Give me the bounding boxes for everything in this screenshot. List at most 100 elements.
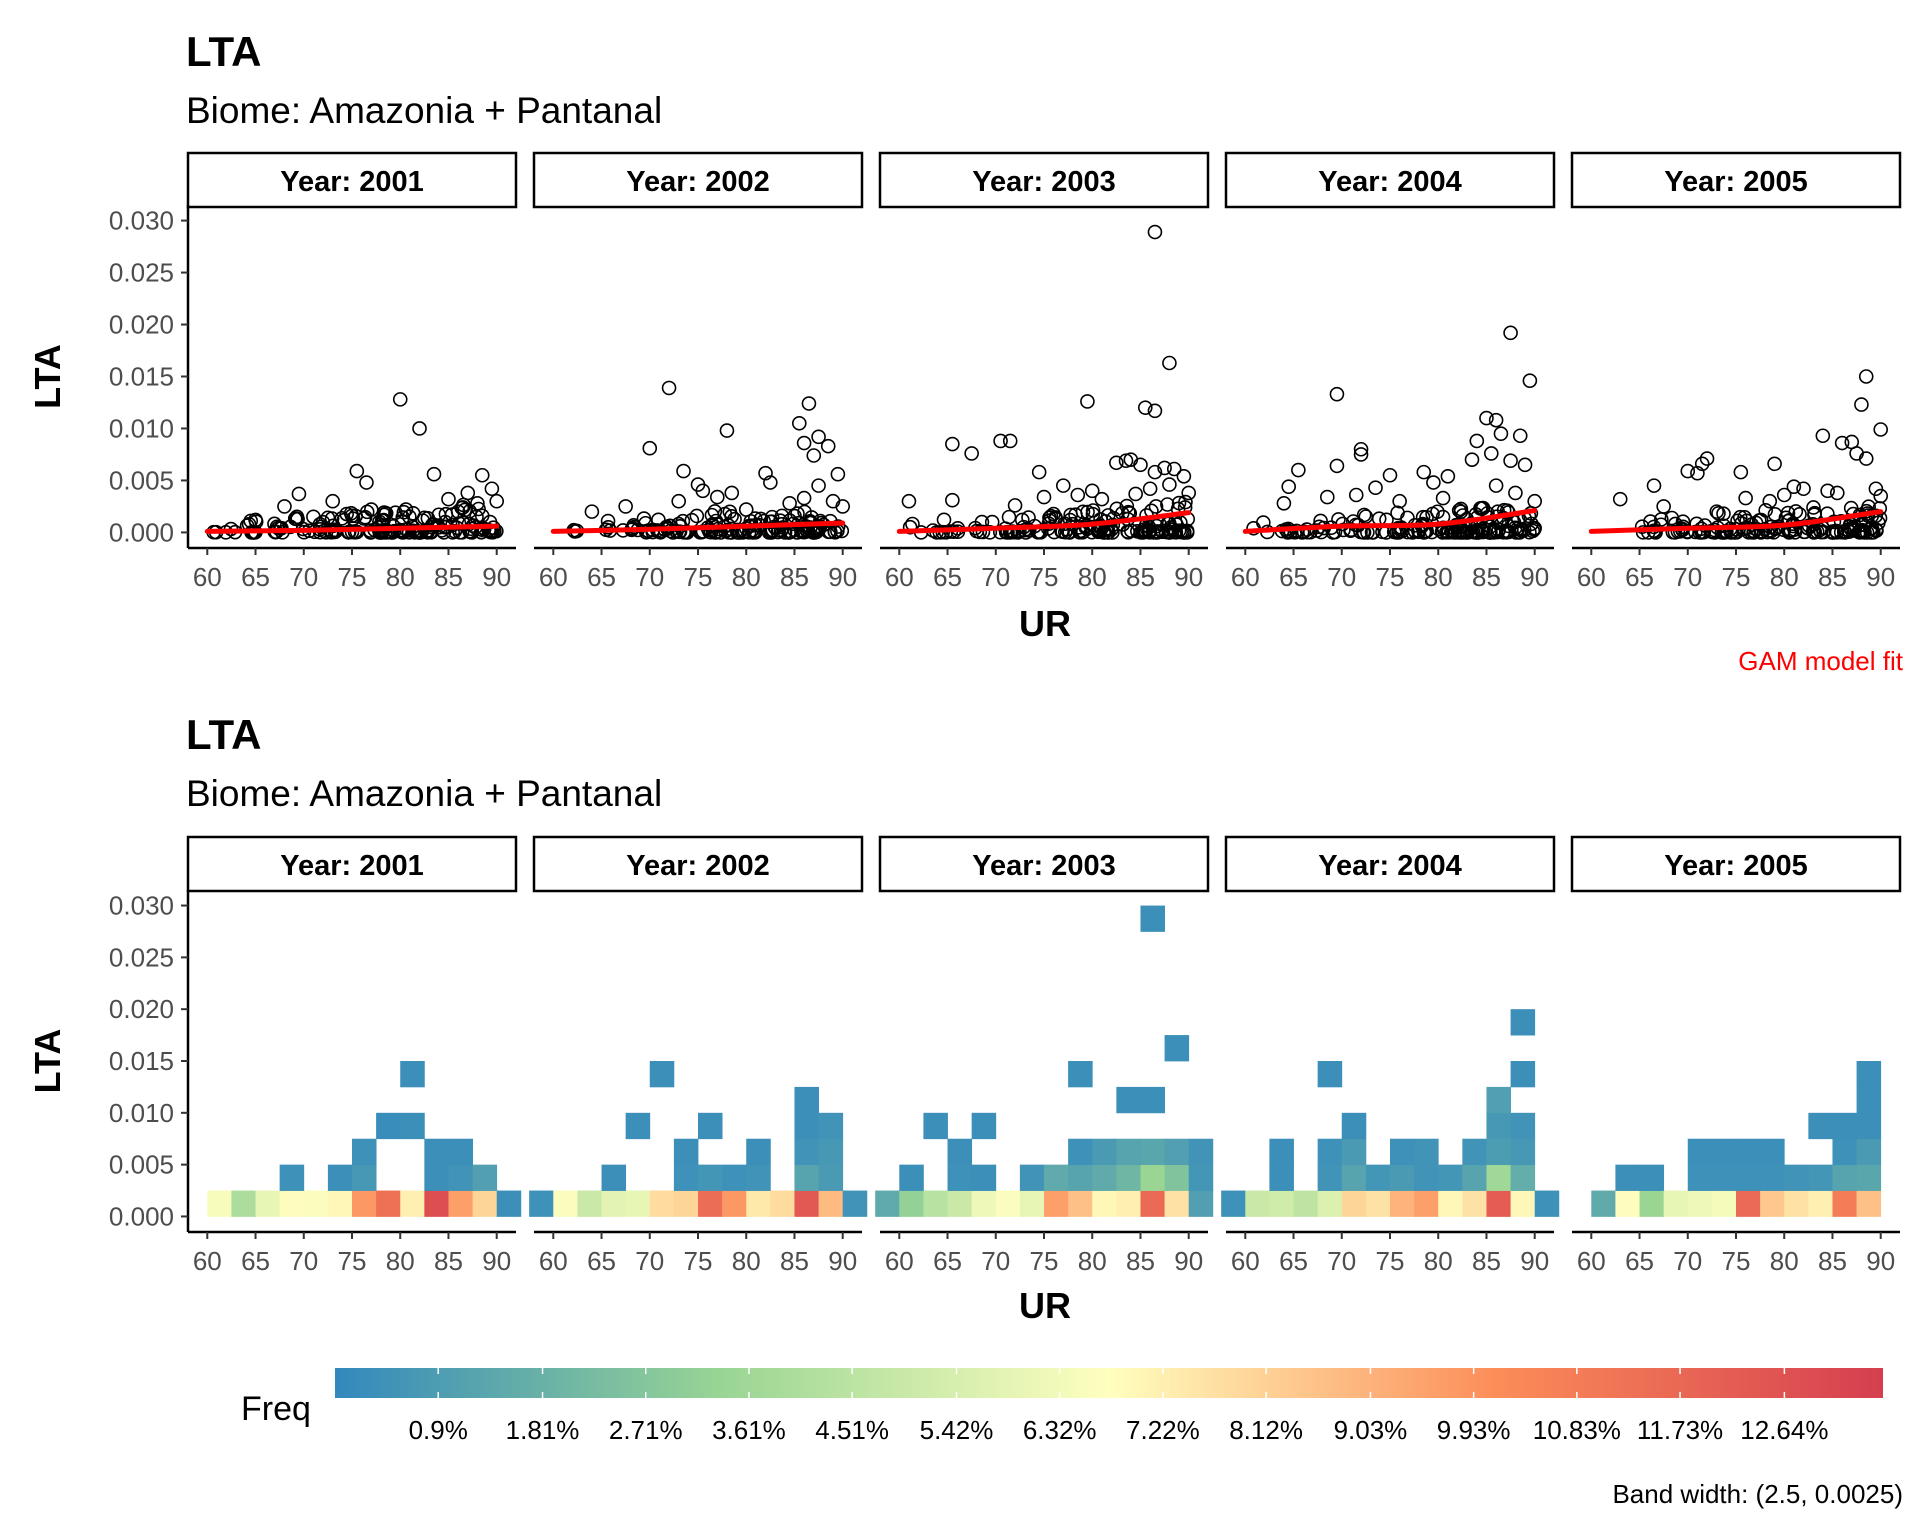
x-tick-label: 85 [1126, 562, 1155, 592]
heatmap-cell [1414, 1138, 1439, 1166]
data-point [378, 506, 394, 522]
data-point [1690, 465, 1705, 481]
data-point [484, 481, 500, 497]
heatmap-cell [1615, 1190, 1640, 1217]
data-point [1858, 369, 1874, 384]
facet-strip [878, 835, 1210, 893]
heatmap-cell [472, 1190, 498, 1217]
x-tick-label: 65 [1625, 1246, 1654, 1276]
x-tick-label: 75 [684, 1246, 713, 1276]
y-tick-label: 0.015 [109, 362, 174, 392]
data-point [695, 483, 711, 499]
heatmap-cell [1188, 1190, 1214, 1217]
heatmap-cell [1140, 1138, 1165, 1166]
heatmap-cell [279, 1164, 305, 1191]
data-point [1788, 504, 1804, 519]
data-point [1391, 520, 1406, 536]
data-point [618, 499, 633, 514]
data-point [1503, 325, 1518, 341]
x-tick-label: 70 [635, 1246, 664, 1276]
data-point [1148, 499, 1164, 514]
data-point [830, 519, 846, 534]
heatmap-cell [649, 1061, 675, 1088]
x-tick-label: 80 [1078, 1246, 1107, 1276]
heatmap-cell [947, 1164, 973, 1191]
facet-strip [1224, 835, 1556, 893]
heatmap-cell [1832, 1190, 1857, 1217]
heatmap-cell [1164, 1138, 1190, 1166]
data-point [388, 505, 403, 520]
x-tick-label: 90 [1866, 562, 1895, 592]
data-point [1522, 373, 1538, 388]
data-point [1119, 498, 1135, 514]
x-tick-label: 85 [780, 562, 809, 592]
heatmap-cell [673, 1164, 699, 1191]
facet-strip [186, 151, 518, 209]
heatmap-cell [1317, 1138, 1343, 1166]
data-point [460, 485, 476, 501]
data-point [1085, 503, 1101, 518]
y-tick-label: 0.005 [109, 1150, 174, 1180]
data-point [671, 493, 687, 509]
x-tick-label: 80 [386, 1246, 415, 1276]
data-point [1460, 525, 1476, 540]
data-point [1080, 394, 1095, 409]
data-point [719, 423, 735, 438]
data-point [1353, 447, 1369, 462]
x-tick-label: 80 [1424, 1246, 1453, 1276]
data-point [1176, 468, 1192, 484]
data-point [1855, 517, 1871, 532]
heatmap-cell [601, 1190, 627, 1217]
heatmap-cell [1293, 1190, 1319, 1217]
heatmap-cell [818, 1112, 844, 1140]
heatmap-cell [424, 1190, 449, 1217]
data-point [334, 511, 350, 526]
data-point [426, 466, 442, 482]
data-point [1036, 489, 1052, 505]
facet-panel: Year: 2003 60 65 70 75 80 85 90 [878, 151, 1210, 592]
heatmap-cell [1068, 1138, 1093, 1166]
x-tick-label: 60 [193, 562, 222, 592]
heatmap-cell [794, 1138, 819, 1166]
y-tick-label: 0.020 [109, 310, 174, 340]
data-point [709, 489, 725, 505]
data-point [964, 446, 979, 461]
data-point [1716, 506, 1731, 522]
x-tick-label: 65 [933, 1246, 962, 1276]
data-point [414, 524, 430, 540]
data-point [1527, 520, 1542, 536]
data-point [1488, 412, 1504, 428]
data-point [470, 496, 485, 511]
heatmap-cell [1140, 905, 1165, 932]
heatmap-cell [770, 1190, 795, 1217]
data-point [975, 524, 991, 540]
heatmap-cell [1068, 1190, 1093, 1217]
data-point [1012, 523, 1027, 539]
y-tick-label: 0.005 [109, 465, 174, 495]
data-point [1281, 479, 1297, 494]
facet-strip [532, 151, 864, 209]
x-axis-label: UR [1019, 603, 1071, 644]
heatmap-cell [1462, 1138, 1487, 1166]
heatmap-cell [376, 1112, 401, 1140]
data-point [1646, 478, 1662, 493]
facet-strip [878, 151, 1210, 209]
data-point [801, 396, 817, 411]
data-point [1137, 400, 1153, 415]
colorbar-label: 5.42% [920, 1415, 994, 1445]
x-tick-label: 70 [289, 1246, 318, 1276]
heatmap-cell [1164, 1164, 1190, 1191]
heatmap-cell [448, 1138, 473, 1166]
data-point [1348, 487, 1364, 503]
heatmap-cell [1510, 1061, 1536, 1088]
facet-strip-label: Year: 2001 [280, 166, 424, 198]
data-point [651, 512, 666, 528]
heatmap-cell [1736, 1164, 1761, 1191]
data-point [796, 435, 812, 451]
heatmap-cell [279, 1190, 305, 1217]
data-point [288, 511, 304, 526]
data-point [1283, 524, 1299, 540]
heatmap-cell [1317, 1190, 1343, 1217]
data-point [1329, 458, 1345, 474]
data-point [782, 496, 797, 511]
